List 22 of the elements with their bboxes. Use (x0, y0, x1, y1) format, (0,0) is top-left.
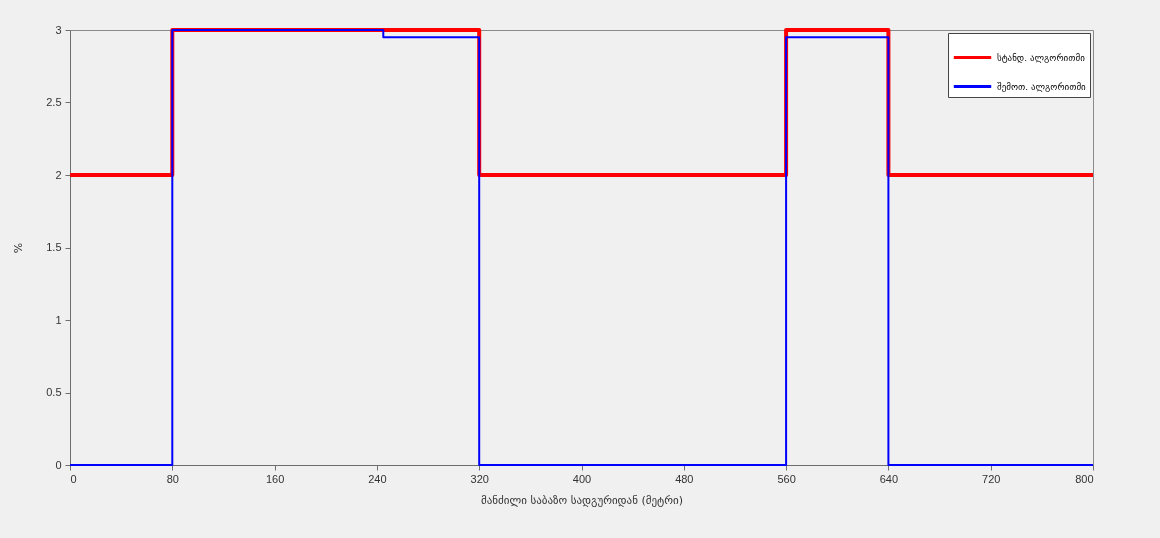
y-tick-label: 0 (55, 458, 62, 471)
legend-label: სტანდ. ალგორითმი (997, 52, 1086, 63)
x-tick-label: 80 (166, 472, 179, 485)
x-tick-label: 640 (879, 472, 899, 485)
x-tick-label: 560 (777, 472, 796, 485)
legend-label: შემოთ. ალგორითმი (997, 81, 1087, 92)
y-tick-label: 1 (55, 313, 62, 326)
x-tick-label: 160 (265, 472, 285, 485)
x-tick-label: 720 (982, 472, 1001, 485)
x-tick-label: 0 (70, 472, 77, 485)
y-tick-label: 2.5 (46, 96, 62, 108)
x-axis-title: მანძილი საბაზო სადგურიდან (მეტრი) (481, 493, 683, 507)
x-tick-label: 240 (368, 472, 387, 485)
y-axis-title: % (12, 242, 26, 254)
x-tick-label: 400 (572, 472, 592, 485)
x-tick-label: 800 (1075, 472, 1094, 485)
x-tick-label: 320 (470, 472, 489, 485)
x-tick-label: 480 (675, 472, 694, 485)
y-tick-label: 0.5 (46, 386, 62, 398)
y-tick-label: 2 (55, 168, 62, 181)
y-tick-label: 1.5 (46, 241, 62, 253)
y-tick-label: 3 (55, 23, 62, 36)
